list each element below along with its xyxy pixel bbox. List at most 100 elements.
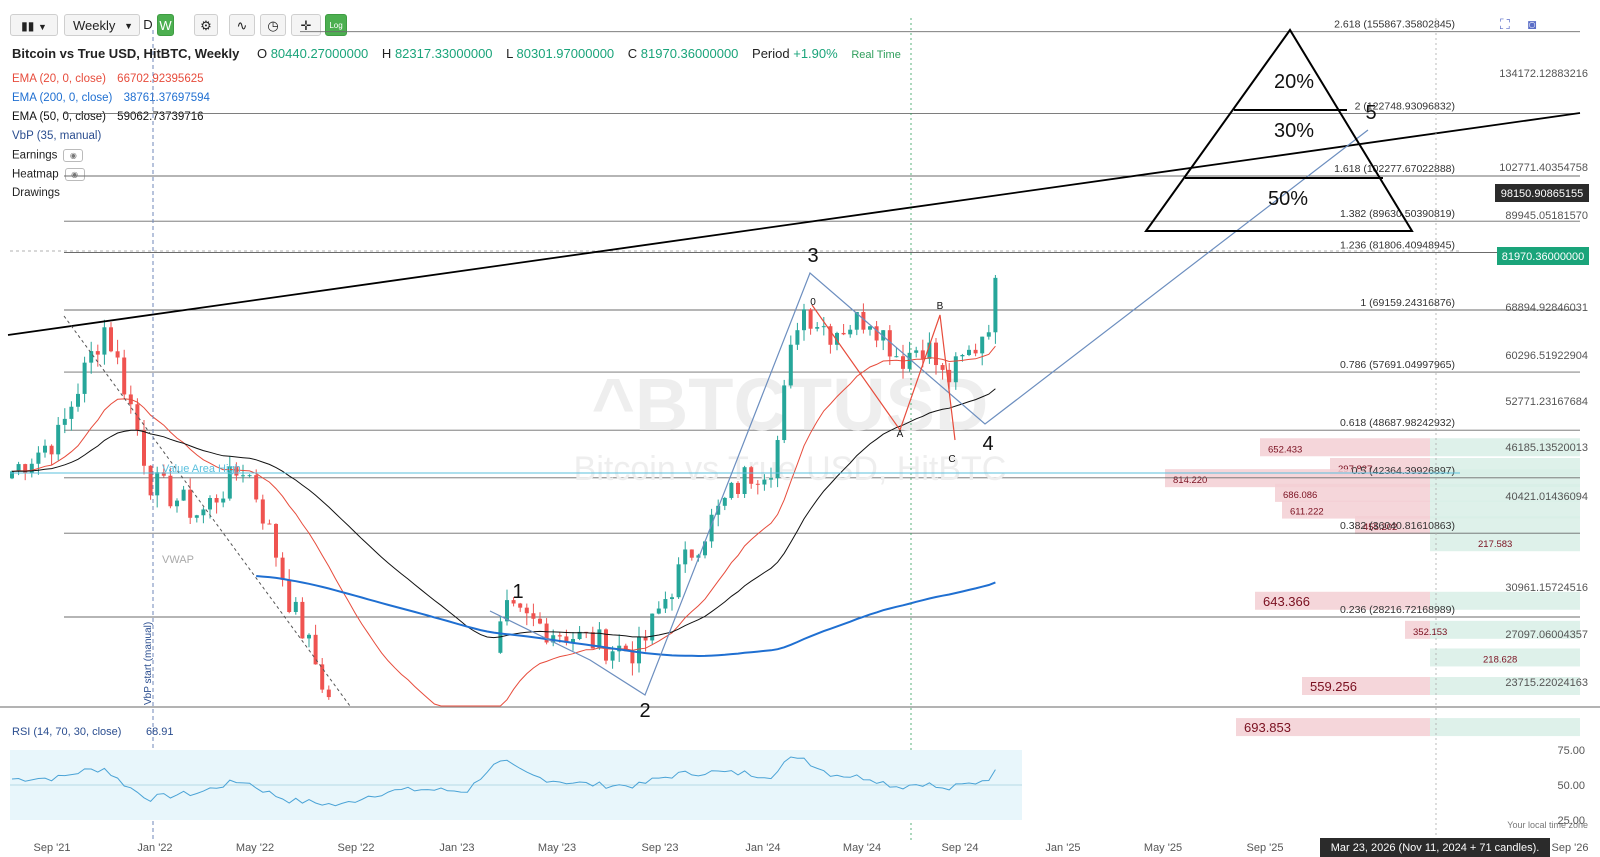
candle	[122, 357, 127, 395]
rsi-label: RSI (14, 70, 30, close)	[12, 726, 121, 738]
candle	[89, 351, 94, 363]
wave-label: 3	[807, 245, 818, 267]
open-label: O	[256, 46, 268, 61]
candle	[23, 464, 28, 473]
candle	[56, 424, 61, 455]
eye-icon[interactable]: ◉	[64, 168, 85, 181]
candle	[260, 499, 265, 524]
interval-weekly-button[interactable]: W	[157, 14, 174, 36]
candle	[762, 479, 767, 485]
volume-profile-bar-up	[1430, 483, 1580, 502]
y-axis-label: 60296.51922904	[1505, 350, 1588, 362]
candle	[835, 332, 839, 345]
candle	[953, 356, 958, 383]
candle	[538, 618, 542, 624]
candle	[821, 326, 826, 328]
x-axis-label: Sep '22	[338, 842, 375, 854]
volume-profile-bar	[1260, 438, 1430, 457]
period-value: +1.90%	[793, 46, 838, 61]
candle	[709, 514, 714, 542]
y-axis-label: 89945.05181570	[1505, 210, 1588, 222]
volume-profile-bar	[1405, 620, 1430, 639]
candle	[551, 635, 556, 643]
candle	[854, 311, 859, 330]
y-axis-label: 30961.15724516	[1505, 582, 1588, 594]
candles-layer	[10, 274, 998, 700]
candle	[848, 329, 853, 335]
fib-level-label: 0.236 (28216.72168989)	[1340, 604, 1455, 616]
candle	[729, 482, 734, 498]
fullscreen-icon[interactable]: ⛶	[1500, 16, 1510, 32]
candle	[887, 330, 892, 357]
volume-profile-bar-up	[1430, 718, 1580, 737]
clock-button[interactable]: ◷	[260, 14, 286, 36]
rsi-level-label: 50.00	[1557, 780, 1585, 792]
candle	[736, 482, 740, 494]
candle	[656, 608, 661, 614]
candle	[703, 541, 707, 556]
candle	[960, 355, 965, 357]
interval-daily-button[interactable]: D	[143, 17, 153, 32]
eye-icon[interactable]: ◉	[63, 149, 84, 162]
volume-profile-label: 218.628	[1483, 654, 1517, 665]
volume-profile-bar	[1355, 516, 1430, 535]
candle	[69, 406, 74, 419]
interval-select[interactable]: Weekly ▼	[64, 14, 140, 36]
candle	[62, 418, 67, 425]
candle	[254, 475, 259, 500]
candle	[828, 326, 833, 345]
candle	[505, 600, 509, 622]
candle	[293, 601, 298, 612]
volume-profile-bar	[1255, 591, 1430, 610]
indicator-ema200[interactable]: EMA (200, 0, close) 38761.37697594	[12, 92, 210, 104]
close-label: C	[627, 46, 638, 61]
indicator-ema50[interactable]: EMA (50, 0, close) 59062.73739716	[12, 111, 204, 123]
candle	[511, 600, 516, 604]
studies-button[interactable]: ∿	[229, 14, 255, 36]
volume-profile-bar-up	[1430, 648, 1580, 667]
indicator-drawings[interactable]: Drawings	[12, 187, 60, 199]
chevron-down-icon: ▼	[124, 21, 133, 31]
candle	[663, 599, 668, 609]
watermark-name: Bitcoin vs True USD, HitBTC	[574, 450, 1007, 488]
crosshair-button[interactable]: ✛	[291, 14, 321, 36]
candle	[769, 478, 773, 480]
low-value: 80301.97000000	[516, 46, 615, 61]
fib-level-label: 2.618 (155867.35802845)	[1334, 19, 1455, 31]
candle	[214, 497, 219, 503]
rsi-panel: RSI (14, 70, 30, close) 68.91 75.00 50.00 25…	[10, 726, 1585, 827]
indicator-ema20[interactable]: EMA (20, 0, close) 66702.92395625	[12, 73, 204, 85]
line-chart-icon: ∿	[236, 18, 248, 33]
high-label: H	[381, 46, 392, 61]
crosshair-price-tag	[1495, 184, 1589, 202]
log-scale-button[interactable]: Log	[325, 14, 347, 36]
open-value: 80440.27000000	[270, 46, 369, 61]
camera-icon[interactable]: ◙	[1528, 16, 1537, 32]
candle	[564, 636, 569, 643]
candle	[49, 445, 54, 455]
indicator-earnings[interactable]: Earnings ◉	[12, 149, 84, 162]
candle	[175, 500, 179, 507]
settings-button[interactable]: ⚙	[194, 14, 218, 36]
volume-profile-bar-up	[1430, 620, 1580, 639]
y-axis-label: 46185.13520013	[1505, 442, 1588, 454]
indicator-vbp[interactable]: VbP (35, manual)	[12, 130, 102, 142]
x-axis-label: Jan '25	[1045, 842, 1080, 854]
candle	[795, 330, 800, 345]
candle	[36, 452, 41, 464]
volume-profile-label: 217.583	[1478, 539, 1512, 550]
candle	[571, 639, 575, 643]
chevron-down-icon: ▼	[37, 22, 47, 32]
drawings-layer: 20% 30% 50% 1 2 3 4 5 0 A B C Value Area High VWAP VbP…	[7, 18, 1581, 857]
volume-profile-label: 693.853	[1244, 720, 1291, 735]
wave-label: B	[937, 301, 944, 312]
candle	[947, 369, 952, 383]
indicator-heatmap[interactable]: Heatmap ◉	[12, 168, 85, 181]
chart-type-button[interactable]: ▮▮ ▼	[10, 14, 58, 36]
candle	[531, 613, 536, 619]
vbp-start-label: VbP start (manual)	[143, 622, 154, 705]
rsi-line	[11, 756, 996, 807]
candle	[313, 634, 318, 665]
candle	[82, 362, 87, 394]
